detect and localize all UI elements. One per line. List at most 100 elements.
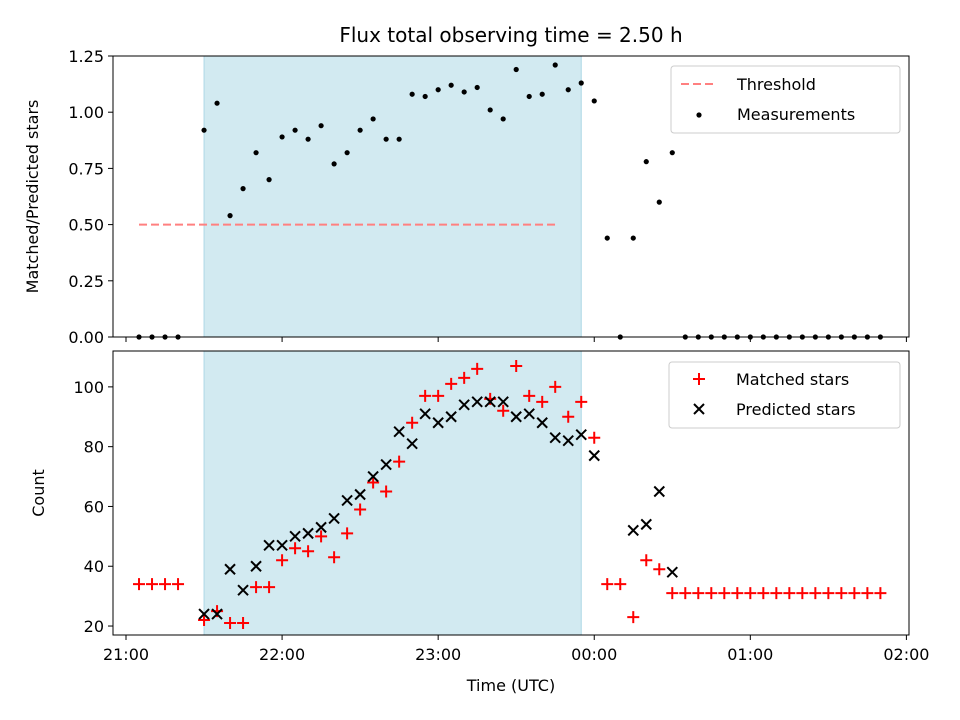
predicted-stars-point bbox=[666, 566, 678, 578]
matched-stars-point bbox=[666, 587, 679, 600]
predicted-stars-point bbox=[458, 399, 470, 411]
measurements-point bbox=[266, 177, 272, 183]
predicted-stars-point bbox=[549, 431, 561, 444]
y-tick-label: 40 bbox=[84, 557, 104, 576]
bottom-y-axis-label: Count bbox=[29, 469, 48, 517]
predicted-stars-point bbox=[276, 539, 288, 552]
matched-stars-point bbox=[302, 545, 315, 558]
predicted-stars-point bbox=[497, 396, 509, 408]
observing-window-shade-bottom bbox=[203, 350, 582, 636]
matched-stars-point bbox=[380, 485, 393, 498]
x-tick-label: 02:00 bbox=[883, 645, 929, 664]
measurements-legend-swatch bbox=[696, 112, 702, 118]
top-legend-box bbox=[670, 65, 901, 134]
measurements-point bbox=[604, 235, 610, 241]
measurements-point bbox=[279, 134, 285, 140]
y-tick-label: 100 bbox=[73, 378, 104, 397]
matched-stars-point bbox=[588, 431, 601, 444]
matched-stars-point bbox=[809, 587, 822, 600]
matched-stars-point bbox=[731, 587, 744, 600]
y-tick-label: 0.50 bbox=[68, 216, 104, 235]
y-tick-label: 1.25 bbox=[68, 47, 104, 66]
matched-stars-point bbox=[575, 395, 588, 408]
predicted-stars-point bbox=[380, 458, 392, 471]
matched-stars-point bbox=[718, 587, 731, 600]
measurements-point bbox=[214, 100, 220, 106]
matched-stars-point bbox=[419, 389, 432, 402]
matched-stars-point bbox=[510, 359, 523, 372]
matched-stars-point bbox=[549, 380, 562, 393]
measurements-point bbox=[513, 66, 519, 73]
predicted-stars-point bbox=[588, 449, 600, 462]
matched-stars-point bbox=[757, 587, 770, 600]
top-y-axis-label: Matched/Predicted stars bbox=[23, 100, 42, 294]
predicted-stars-point bbox=[328, 512, 340, 525]
matched-stars-point bbox=[224, 617, 237, 630]
measurements-legend-label: Measurements bbox=[737, 105, 855, 124]
matched-stars-point bbox=[692, 587, 705, 600]
measurements-point bbox=[227, 213, 233, 219]
threshold-legend-label: Threshold bbox=[736, 75, 816, 94]
matched-stars-point bbox=[315, 530, 328, 543]
bottom-plot-marks bbox=[133, 359, 887, 630]
measurements-point bbox=[539, 91, 545, 97]
y-tick-label: 60 bbox=[84, 497, 104, 516]
observing-window-shade-top bbox=[203, 55, 582, 338]
measurements-point bbox=[656, 199, 662, 205]
predicted-stars-point bbox=[354, 488, 366, 501]
y-tick-label: 1.00 bbox=[68, 103, 104, 122]
predicted-stars-point bbox=[653, 485, 665, 498]
measurements-point bbox=[409, 91, 415, 97]
measurements-point bbox=[357, 127, 363, 133]
matched-stars-point bbox=[627, 611, 640, 624]
measurements-point bbox=[565, 87, 571, 93]
matched-stars-point bbox=[835, 587, 848, 600]
measurements-point bbox=[526, 93, 532, 100]
measurements-point bbox=[331, 161, 337, 167]
bottom-x-ticks: 21:00 22:00 23:00 00:00 01:00 02:00 bbox=[103, 635, 929, 664]
predicted-stars-point bbox=[575, 428, 587, 441]
measurements-point bbox=[630, 235, 636, 241]
matched-stars-point bbox=[861, 587, 874, 600]
matched-stars-point bbox=[601, 578, 614, 591]
predicted-stars-point bbox=[406, 437, 418, 450]
matched-stars-point bbox=[744, 587, 757, 600]
matched-stars-point bbox=[159, 578, 172, 591]
predicted-stars-point bbox=[302, 527, 314, 540]
predicted-stars-point bbox=[510, 411, 522, 423]
predicted-stars-point bbox=[471, 396, 483, 408]
top-axes-frame bbox=[112, 55, 910, 338]
predicted-stars-point bbox=[627, 524, 639, 537]
y-tick-label: 0.75 bbox=[68, 159, 104, 178]
matched-stars-point bbox=[328, 551, 341, 564]
matched-stars-point bbox=[237, 617, 250, 630]
predicted-stars-point bbox=[315, 521, 327, 534]
predicted-stars-point bbox=[211, 608, 223, 620]
predicted-stars-point bbox=[393, 426, 405, 438]
x-tick-label: 22:00 bbox=[259, 645, 305, 664]
x-tick-label: 00:00 bbox=[571, 645, 617, 664]
predicted-stars-point bbox=[562, 434, 574, 447]
top-panel: 0.00 0.25 0.50 0.75 1.00 1.25 Matched/Predict… bbox=[23, 47, 910, 347]
measurements-point bbox=[370, 116, 376, 122]
matched-stars-point bbox=[614, 578, 627, 591]
matched-stars-point bbox=[536, 395, 549, 408]
matched-legend-label: Matched stars bbox=[736, 370, 849, 389]
matched-legend-swatch bbox=[693, 373, 705, 385]
y-tick-label: 20 bbox=[84, 617, 104, 636]
measurements-point bbox=[305, 136, 311, 142]
predicted-stars-point bbox=[640, 518, 652, 531]
measurements-point bbox=[344, 150, 350, 156]
measurements-point bbox=[461, 89, 467, 95]
matched-stars-point bbox=[523, 389, 536, 402]
bottom-axes-frame bbox=[112, 350, 910, 636]
matched-stars-point bbox=[146, 578, 159, 591]
matched-stars-point bbox=[133, 578, 146, 591]
x-tick-label: 21:00 bbox=[103, 645, 149, 664]
matched-stars-point bbox=[263, 581, 276, 594]
measurements-point bbox=[500, 116, 506, 122]
y-tick-label: 80 bbox=[84, 438, 104, 457]
top-y-ticks: 0.00 0.25 0.50 0.75 1.00 1.25 bbox=[68, 47, 113, 347]
matched-stars-point bbox=[367, 476, 380, 489]
